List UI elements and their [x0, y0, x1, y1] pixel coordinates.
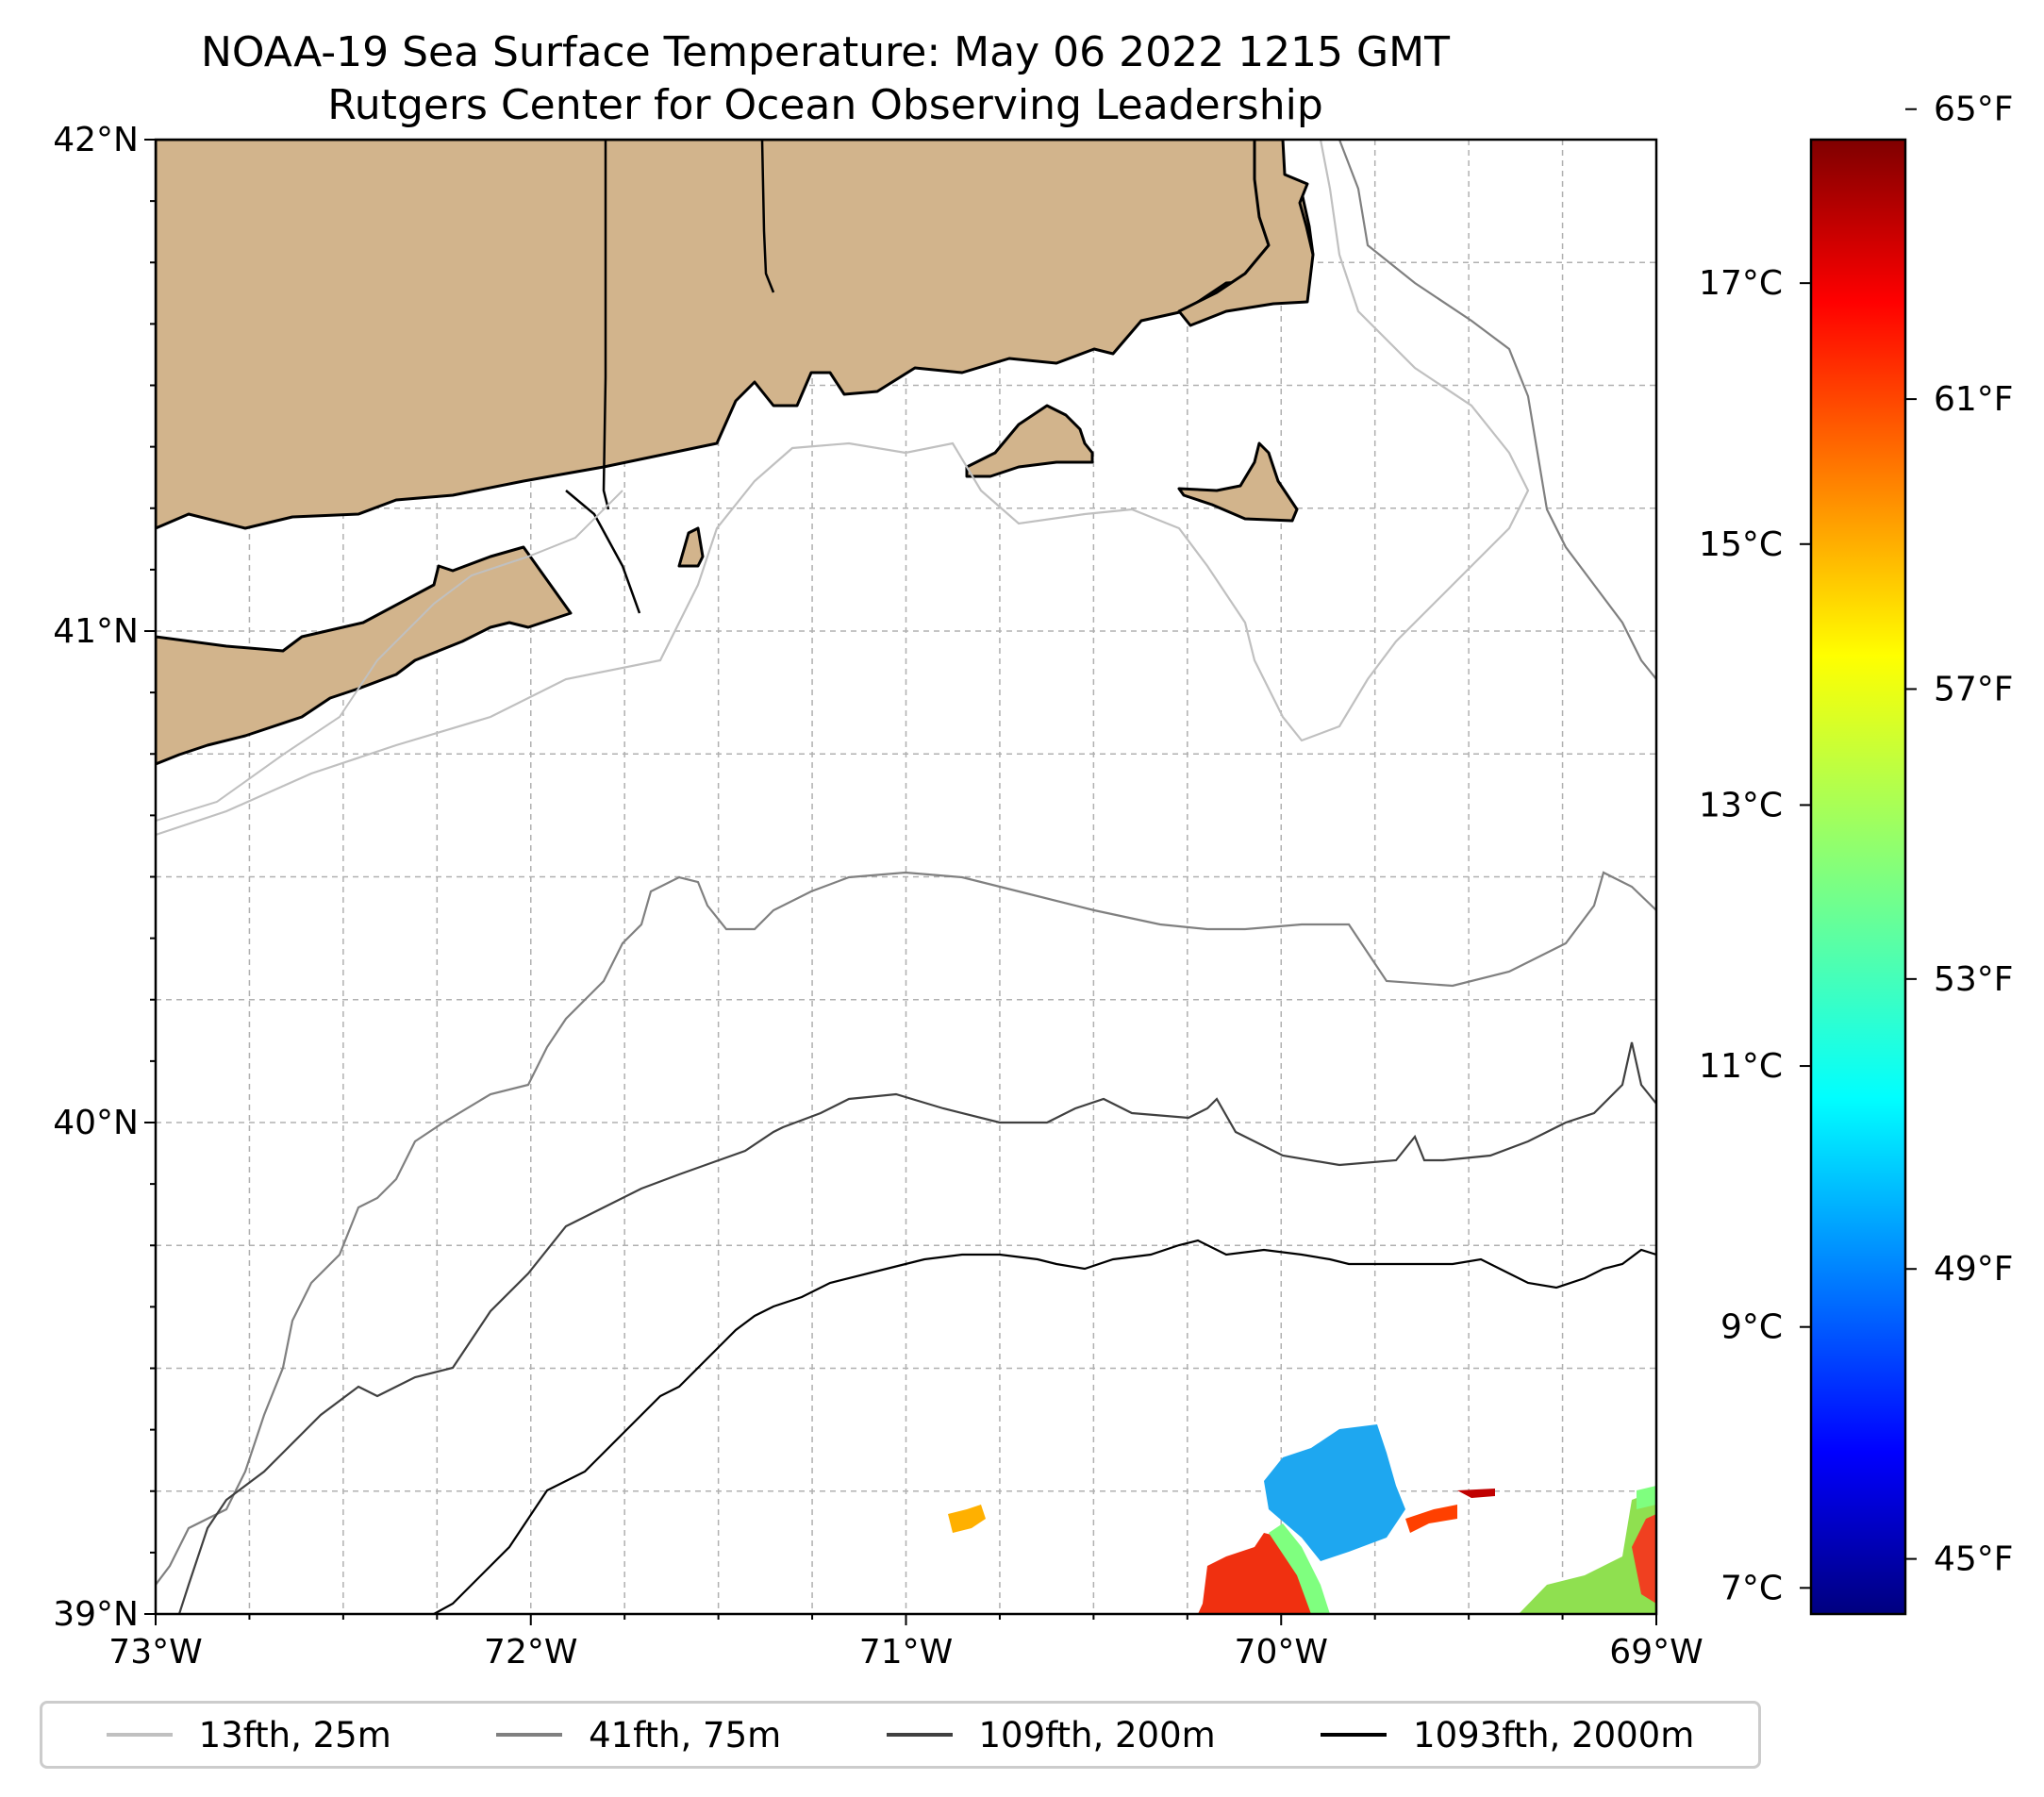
lat-tick-label: 39°N	[53, 1595, 139, 1634]
land-marthas-vineyard	[965, 404, 1094, 478]
sst-patch-east-warm	[1519, 1490, 1656, 1614]
sst-patch-east-small	[1637, 1486, 1656, 1509]
celsius-tick-label: 9°C	[1720, 1308, 1783, 1347]
fahrenheit-tick-label: 45°F	[1934, 1540, 2014, 1579]
legend-label: 109fth, 200m	[978, 1714, 1216, 1755]
legend-item: 109fth, 200m	[886, 1714, 1216, 1755]
contour-200m	[177, 1041, 1656, 1614]
contour-legend: 13fth, 25m 41fth, 75m 109fth, 200m 1093fth,…	[40, 1701, 1761, 1769]
lon-tick-label: 70°W	[1235, 1633, 1328, 1672]
lat-tick-label: 42°N	[53, 121, 139, 159]
contour-25m	[156, 140, 1530, 837]
legend-item: 13fth, 25m	[106, 1714, 391, 1755]
title-line-1: NOAA-19 Sea Surface Temperature: May 06 …	[201, 28, 1450, 76]
contour-25m-inner	[156, 490, 623, 822]
colorbar-celsius-axis: 7°C 9°C 11°C 13°C 15°C 17°C	[1699, 264, 1811, 1607]
title-line-2: Rutgers Center for Ocean Observing Leade…	[327, 81, 1323, 129]
colorbar-fahrenheit-axis: 45°F 49°F 53°F 57°F 61°F 65°F	[1905, 91, 2014, 1579]
lon-tick-label: 71°W	[859, 1633, 953, 1672]
legend-label: 41fth, 75m	[589, 1714, 782, 1755]
sst-data-patches	[948, 1424, 1656, 1614]
celsius-tick-label: 13°C	[1699, 786, 1783, 824]
land-long-island	[156, 545, 573, 766]
lon-tick-label: 72°W	[484, 1633, 577, 1672]
celsius-tick-label: 7°C	[1720, 1569, 1783, 1607]
legend-item: 1093fth, 2000m	[1321, 1715, 1694, 1755]
bathymetry-contours	[156, 140, 1656, 1614]
map-grid	[156, 140, 1656, 1614]
sst-patch-front	[1269, 1523, 1330, 1614]
latitude-axis: 39°N 40°N 41°N 42°N	[53, 121, 156, 1634]
fahrenheit-tick-label: 65°F	[1934, 91, 2014, 129]
contour-75m	[156, 871, 1656, 1586]
legend-line-swatch	[106, 1733, 173, 1737]
legend-line-swatch	[496, 1733, 563, 1737]
legend-label: 13fth, 25m	[198, 1714, 391, 1755]
fahrenheit-tick-label: 57°F	[1934, 670, 2014, 708]
sst-patch-tip	[1457, 1489, 1495, 1498]
celsius-tick-label: 17°C	[1699, 264, 1783, 303]
legend-line-swatch	[886, 1733, 953, 1737]
fahrenheit-tick-label: 61°F	[1934, 380, 2014, 419]
sst-patch-small-orange	[948, 1505, 986, 1533]
land-cape-cod	[1177, 140, 1315, 327]
sst-patch-blue-cold	[1264, 1424, 1405, 1561]
lat-tick-label: 41°N	[53, 612, 139, 651]
land-block-island	[677, 526, 705, 568]
state-borders	[565, 140, 775, 614]
celsius-tick-label: 11°C	[1699, 1047, 1783, 1086]
sst-patch-east-red	[1632, 1514, 1656, 1604]
lon-tick-label: 73°W	[108, 1633, 202, 1672]
sst-patch-streak	[1405, 1505, 1457, 1533]
legend-label: 1093fth, 2000m	[1413, 1714, 1695, 1755]
contour-75m-east	[1338, 140, 1656, 680]
legend-line-swatch	[1321, 1733, 1388, 1737]
legend-item: 41fth, 75m	[496, 1715, 781, 1755]
fahrenheit-tick-label: 49°F	[1934, 1250, 2014, 1289]
lat-tick-label: 40°N	[53, 1104, 139, 1142]
celsius-tick-label: 15°C	[1699, 525, 1783, 564]
contour-2000m	[433, 1239, 1656, 1614]
map-title: NOAA-19 Sea Surface Temperature: May 06 …	[0, 26, 1651, 132]
longitude-axis: 73°W 72°W 71°W 70°W 69°W	[108, 1614, 1703, 1672]
colorbar-gradient	[1809, 138, 1907, 1616]
land-nantucket	[1177, 441, 1299, 523]
land-masses	[156, 140, 1315, 766]
fahrenheit-tick-label: 53°F	[1934, 960, 2014, 999]
lon-tick-label: 69°W	[1609, 1633, 1703, 1672]
